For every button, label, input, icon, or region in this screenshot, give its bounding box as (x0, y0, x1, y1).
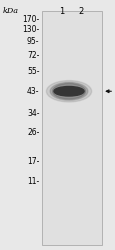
Text: kDa: kDa (2, 7, 18, 15)
Text: 43-: 43- (27, 87, 39, 96)
Text: 11-: 11- (27, 178, 39, 186)
Ellipse shape (53, 86, 83, 96)
Ellipse shape (52, 84, 85, 99)
FancyBboxPatch shape (41, 11, 101, 245)
Text: 72-: 72- (27, 51, 39, 60)
Text: 34-: 34- (27, 108, 39, 118)
Text: 130-: 130- (22, 25, 39, 34)
Text: 17-: 17- (27, 157, 39, 166)
Text: 2: 2 (77, 7, 83, 16)
Text: 26-: 26- (27, 128, 39, 137)
Text: 95-: 95- (27, 37, 39, 46)
Text: 1: 1 (58, 7, 64, 16)
Ellipse shape (50, 82, 87, 100)
Ellipse shape (46, 80, 91, 102)
Text: 170-: 170- (22, 15, 39, 24)
Text: 55-: 55- (27, 68, 39, 76)
